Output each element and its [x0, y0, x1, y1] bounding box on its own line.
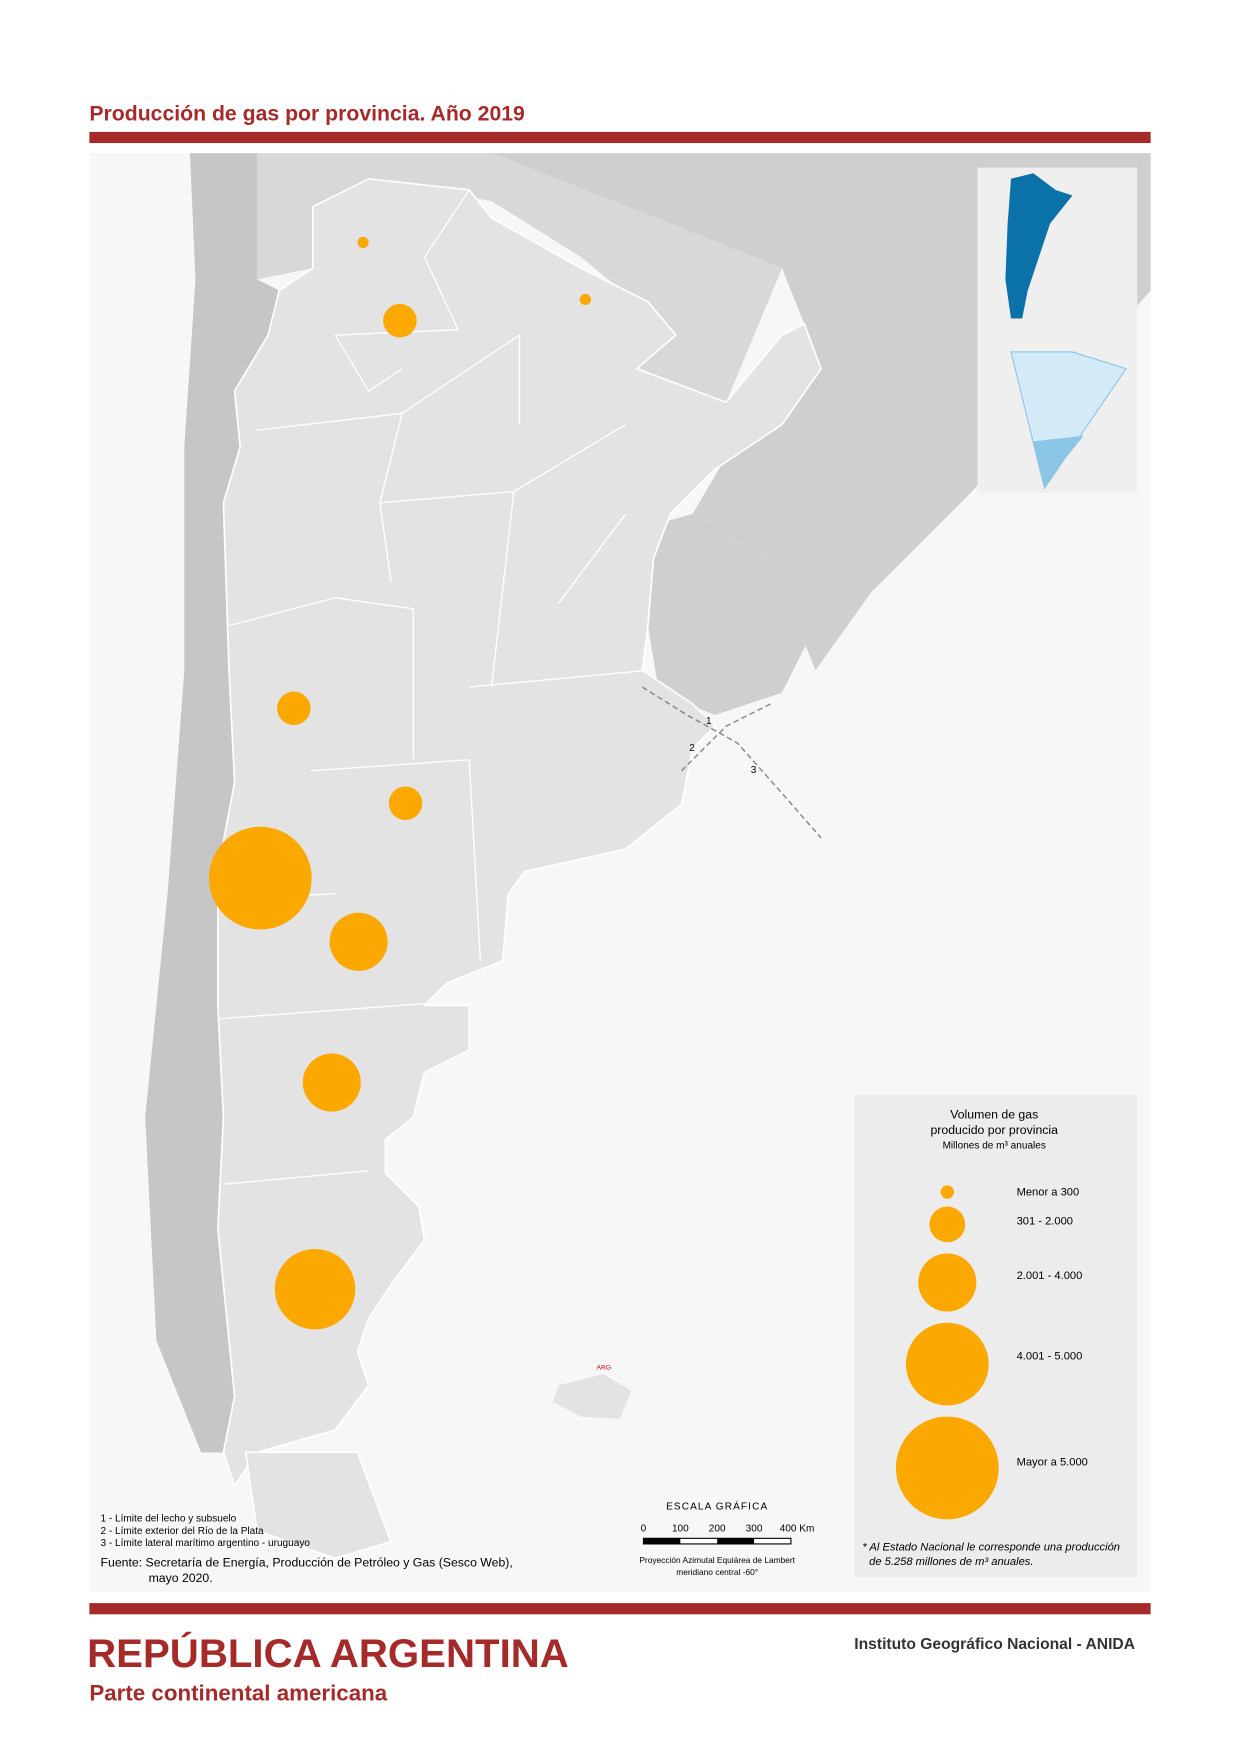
limit-number: 1 [706, 716, 712, 727]
projection: Proyección Azimutal Equiárea de Lambert [639, 1555, 795, 1565]
legend-item: 4.001 - 5.000 [1017, 1351, 1083, 1363]
scale-segment [717, 1538, 755, 1544]
province-circle [579, 293, 591, 306]
province-circle [388, 786, 423, 821]
scale-bar: ESCALA GRÁFICA 0 100 200 300 400 Km Proy… [639, 1499, 814, 1577]
mainland [216, 177, 823, 1488]
legend-circle [929, 1206, 966, 1243]
projection: meridiano central -60° [676, 1567, 758, 1577]
institute: Instituto Geográfico Nacional - ANIDA [854, 1636, 1135, 1653]
malvinas [552, 1374, 632, 1419]
gas-circles [208, 236, 591, 1330]
legend-unit: Millones de m³ anuales [943, 1140, 1046, 1151]
scale-label: 400 Km [780, 1524, 815, 1535]
province-lines [217, 189, 648, 1185]
inset [977, 167, 1138, 493]
limits: 1 2 3 [641, 686, 822, 839]
scale-segment [643, 1538, 681, 1544]
inset-argentina [1005, 173, 1073, 319]
legend-item: Menor a 300 [1017, 1186, 1080, 1198]
inset-antarctica [1033, 435, 1084, 489]
note: 3 - Límite lateral marítimo argentino - … [101, 1538, 311, 1549]
bolivia-paraguay [256, 153, 782, 403]
province-circle [383, 303, 417, 338]
legend: Volumen de gas producido por provincia M… [854, 1094, 1138, 1578]
chile [145, 153, 280, 1453]
legend-footnote: * Al Estado Nacional le corresponde una … [862, 1542, 1120, 1554]
legend-item: 301 - 2.000 [1017, 1215, 1073, 1227]
province-circle [302, 1053, 361, 1112]
legend-circle [940, 1185, 955, 1199]
limit-number: 3 [751, 765, 757, 776]
legend-title: producido por provincia [930, 1123, 1058, 1137]
arg-label: ARG [597, 1365, 612, 1372]
limit-number: 2 [689, 743, 695, 754]
scale-title: ESCALA GRÁFICA [666, 1499, 768, 1512]
legend-box [854, 1094, 1138, 1578]
argentina [216, 177, 823, 1560]
scale-label: 100 [672, 1524, 689, 1535]
scale-label: 300 [746, 1524, 763, 1535]
legend-item: Mayor a 5.000 [1017, 1457, 1088, 1469]
bottom-bar [89, 1603, 1151, 1615]
tierra-del-fuego [244, 1451, 393, 1560]
legend-footnote: de 5.258 millones de m³ anuales. [869, 1556, 1033, 1568]
footer-title: REPÚBLICA ARGENTINA [87, 1630, 569, 1676]
source: Fuente: Secretaría de Energía, Producció… [101, 1555, 513, 1569]
note: 2 - Límite exterior del Río de la Plata [101, 1526, 264, 1537]
map-title: Producción de gas por provincia. Año 201… [89, 103, 525, 126]
legend-circle [918, 1253, 977, 1312]
province-circle [274, 1249, 356, 1330]
province-circle [329, 912, 388, 971]
legend-title: Volumen de gas [950, 1107, 1038, 1121]
uruguay [647, 513, 816, 716]
legend-circle [905, 1322, 989, 1406]
province-circle [277, 691, 311, 726]
note: 1 - Límite del lecho y subsuelo [101, 1514, 237, 1525]
province-circle [357, 236, 369, 249]
limit-lines [641, 686, 822, 839]
scale-label: 0 [641, 1524, 647, 1535]
top-bar [89, 131, 1151, 144]
footer-subtitle: Parte continental americana [89, 1680, 387, 1705]
legend-circle [895, 1416, 999, 1520]
source: mayo 2020. [149, 1571, 213, 1585]
province-circle [208, 826, 312, 930]
legend-item: 2.001 - 4.000 [1017, 1270, 1083, 1282]
scale-label: 200 [709, 1524, 726, 1535]
